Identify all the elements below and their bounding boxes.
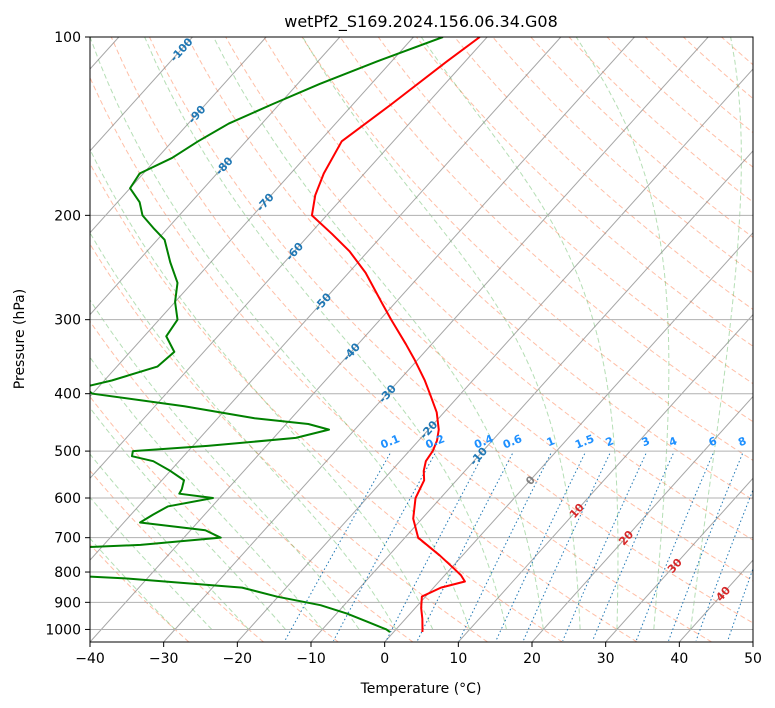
x-tick-label: −40	[75, 651, 105, 667]
x-tick-label: −30	[149, 651, 179, 667]
moist-adiabat	[90, 537, 176, 630]
isotherm-line	[531, 395, 753, 642]
profile-line	[310, 37, 481, 633]
dry-adiabat	[760, 37, 775, 642]
moist-adiabat	[420, 37, 619, 630]
dry-adiabat	[416, 37, 753, 347]
mixing-ratio-line	[755, 454, 775, 641]
x-tick-label: −20	[223, 651, 253, 667]
mixing-ratio-line	[695, 488, 753, 641]
profile-line	[90, 37, 444, 633]
dry-adiabat	[90, 395, 339, 642]
mixing-ratio-line	[284, 453, 391, 642]
sounding-profiles	[90, 37, 481, 633]
moist-adiabat	[144, 37, 507, 630]
x-tick-label: 0	[380, 651, 389, 667]
moist-adiabat	[213, 37, 544, 630]
isotherm-line	[752, 641, 753, 642]
y-tick-label: 200	[54, 208, 81, 224]
chart-title: wetPf2_S169.2024.156.06.34.G08	[284, 12, 558, 32]
dry-adiabat	[90, 243, 488, 642]
isotherm-line	[90, 37, 488, 480]
moist-adiabat	[690, 37, 742, 630]
x-tick-label: −10	[296, 651, 326, 667]
isotherm-line	[90, 37, 562, 561]
isotherm-line	[90, 37, 193, 152]
y-tick-label: 300	[54, 313, 81, 329]
y-tick-label: 600	[54, 491, 81, 507]
mixing-ratio-line	[562, 453, 647, 641]
x-axis-label: Temperature (°C)	[360, 681, 482, 697]
plot-background	[90, 37, 753, 642]
y-axis-label: Pressure (hPa)	[12, 289, 28, 389]
mixing-ratio-line	[592, 453, 674, 641]
isotherm-line	[236, 68, 753, 642]
dry-adiabat	[110, 37, 712, 642]
moist-adiabat	[90, 148, 434, 630]
dry-adiabat	[90, 162, 563, 642]
mixing-ratio-label: 1	[545, 434, 557, 449]
dry-adiabat	[263, 37, 753, 501]
mixing-ratio-label: 3	[640, 434, 652, 449]
x-tick-label: 10	[449, 651, 467, 667]
y-tick-label: 400	[54, 387, 81, 403]
y-tick-label: 900	[54, 595, 81, 611]
x-tick-label: 40	[670, 651, 688, 667]
moist-adiabat	[302, 37, 581, 630]
isotherm-line	[163, 37, 709, 642]
moist-adiabat	[90, 231, 397, 630]
dry-adiabat	[187, 37, 753, 582]
mixing-ratio-line	[385, 453, 485, 641]
isotherm-line	[310, 150, 753, 642]
dry-adiabat	[90, 76, 638, 642]
mixing-ratio-label: 8	[736, 434, 748, 449]
moist-adiabat	[90, 407, 286, 630]
mixing-ratio-line	[333, 453, 436, 642]
x-tick-label: 20	[523, 651, 541, 667]
isotherm-line	[384, 231, 753, 642]
moist-adiabat	[90, 299, 360, 630]
dry-adiabat	[568, 37, 753, 203]
isotherm-line	[605, 477, 753, 642]
y-tick-label: 100	[54, 30, 81, 46]
dry-adiabat	[492, 37, 753, 274]
y-tick-label: 800	[54, 565, 81, 581]
y-tick-label: 700	[54, 531, 81, 547]
isotherm-line	[457, 313, 753, 642]
background-lines	[90, 37, 775, 642]
moist-adiabat	[90, 496, 213, 630]
plot-frame	[89, 36, 754, 643]
isotherm-line	[90, 37, 341, 316]
y-tick-label: 500	[54, 444, 81, 460]
isotherm-line	[90, 37, 267, 234]
dry-adiabat	[377, 37, 753, 385]
mixing-ratio-label: 10	[758, 433, 775, 451]
y-tick-label: 1000	[45, 622, 81, 638]
mixing-ratio-label: 2	[604, 434, 616, 449]
moist-adiabat	[90, 453, 249, 630]
x-tick-label: 50	[744, 651, 762, 667]
x-tick-label: 30	[597, 651, 615, 667]
mixing-ratio-line	[668, 453, 743, 641]
mixing-ratio-line	[635, 453, 714, 641]
mixing-ratio-line	[522, 453, 611, 641]
isotherm-line	[90, 37, 414, 398]
moist-adiabat	[90, 37, 471, 630]
dry-adiabat	[90, 320, 414, 642]
dry-adiabat	[225, 37, 753, 541]
mixing-ratio-line	[416, 453, 513, 641]
axes: −40 −30 −20 −10 0 10 20 30 40 50 100 200 300 400 500 60…	[45, 30, 762, 667]
